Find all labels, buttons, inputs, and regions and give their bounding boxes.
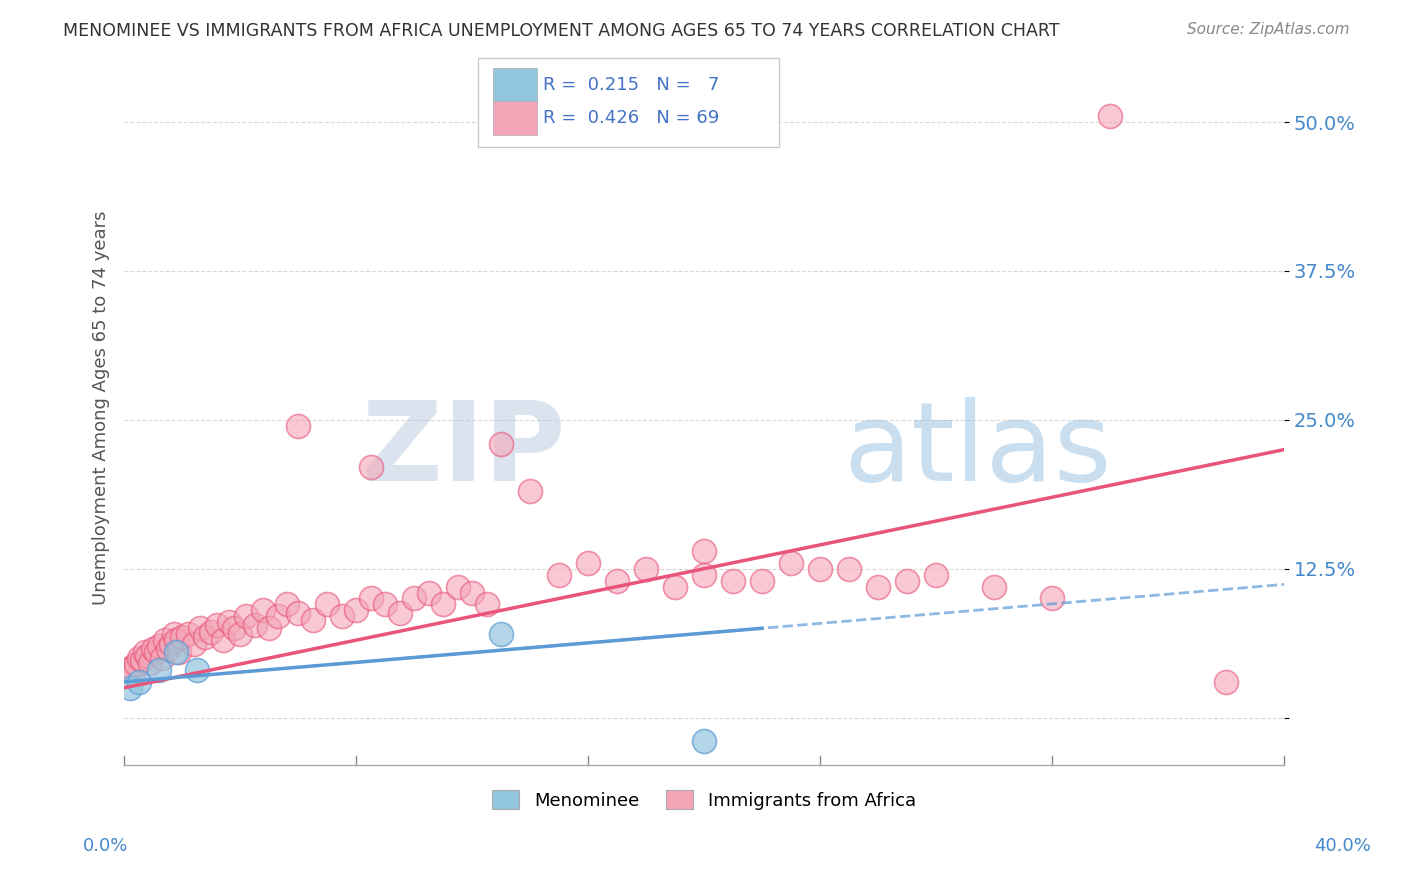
Text: MENOMINEE VS IMMIGRANTS FROM AFRICA UNEMPLOYMENT AMONG AGES 65 TO 74 YEARS CORRE: MENOMINEE VS IMMIGRANTS FROM AFRICA UNEM… — [63, 22, 1060, 40]
Text: 0.0%: 0.0% — [83, 837, 128, 855]
Point — [169, 645, 191, 659]
Point — [316, 598, 339, 612]
Point — [721, 574, 744, 588]
Text: ZIP: ZIP — [361, 397, 565, 504]
FancyBboxPatch shape — [494, 68, 537, 102]
Point — [252, 603, 274, 617]
Point — [200, 624, 222, 639]
Point — [172, 630, 194, 644]
Point — [136, 648, 159, 663]
Point — [276, 598, 298, 612]
Point — [183, 637, 205, 651]
Point — [489, 436, 512, 450]
Point — [224, 621, 246, 635]
Point — [211, 633, 233, 648]
Point — [122, 665, 145, 680]
Point — [131, 653, 153, 667]
Point — [139, 656, 162, 670]
Text: R =  0.426   N = 69: R = 0.426 N = 69 — [543, 109, 718, 127]
Point — [404, 591, 426, 606]
Point — [780, 556, 803, 570]
Text: atlas: atlas — [844, 397, 1112, 504]
Point — [576, 556, 599, 570]
Point — [134, 645, 156, 659]
Point — [218, 615, 240, 630]
Point — [344, 603, 367, 617]
Point — [489, 627, 512, 641]
Point — [388, 606, 411, 620]
Point — [125, 657, 148, 671]
FancyBboxPatch shape — [494, 101, 537, 135]
Point — [267, 609, 290, 624]
Point — [808, 562, 831, 576]
Point — [548, 567, 571, 582]
Point — [165, 645, 187, 659]
Point — [148, 663, 170, 677]
Point — [150, 651, 173, 665]
Text: R =  0.215   N =   7: R = 0.215 N = 7 — [543, 76, 720, 94]
FancyBboxPatch shape — [478, 58, 779, 147]
Point — [153, 633, 176, 648]
Point — [360, 460, 382, 475]
Point — [287, 606, 309, 620]
Point — [148, 639, 170, 653]
Point — [374, 598, 396, 612]
Point — [838, 562, 860, 576]
Point — [159, 637, 181, 651]
Text: 40.0%: 40.0% — [1315, 837, 1371, 855]
Point — [162, 627, 184, 641]
Point — [165, 633, 187, 648]
Point — [330, 609, 353, 624]
Point — [461, 585, 484, 599]
Point — [418, 585, 440, 599]
Point — [243, 617, 266, 632]
Point — [235, 609, 257, 624]
Point — [664, 580, 686, 594]
Point — [983, 580, 1005, 594]
Point — [145, 645, 167, 659]
Point — [301, 613, 323, 627]
Point — [896, 574, 918, 588]
Point — [229, 627, 252, 641]
Point — [475, 598, 498, 612]
Point — [447, 580, 470, 594]
Point — [1098, 109, 1121, 123]
Y-axis label: Unemployment Among Ages 65 to 74 years: Unemployment Among Ages 65 to 74 years — [93, 211, 110, 605]
Point — [205, 617, 228, 632]
Point — [142, 641, 165, 656]
Point — [1215, 674, 1237, 689]
Point — [636, 562, 658, 576]
Point — [432, 598, 454, 612]
Point — [360, 591, 382, 606]
Point — [177, 627, 200, 641]
Point — [751, 574, 773, 588]
Point — [257, 621, 280, 635]
Text: Source: ZipAtlas.com: Source: ZipAtlas.com — [1187, 22, 1350, 37]
Point — [128, 674, 150, 689]
Point — [194, 630, 217, 644]
Legend: Menominee, Immigrants from Africa: Menominee, Immigrants from Africa — [485, 783, 924, 817]
Point — [925, 567, 948, 582]
Point — [156, 641, 179, 656]
Point — [606, 574, 628, 588]
Point — [1040, 591, 1063, 606]
Point — [118, 660, 141, 674]
Point — [693, 734, 716, 748]
Point — [693, 567, 716, 582]
Point — [868, 580, 890, 594]
Point — [115, 663, 138, 677]
Point — [118, 681, 141, 695]
Point — [186, 663, 208, 677]
Point — [287, 418, 309, 433]
Point — [693, 544, 716, 558]
Point — [188, 621, 211, 635]
Point — [128, 651, 150, 665]
Point — [519, 484, 541, 499]
